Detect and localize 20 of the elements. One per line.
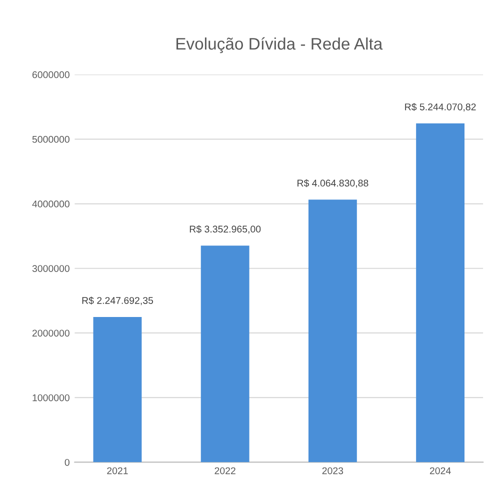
bar <box>308 200 357 462</box>
bar <box>93 316 142 462</box>
bar <box>416 123 464 462</box>
y-tick-label: 4000000 <box>32 200 70 208</box>
y-tick-label: 3000000 <box>32 265 70 272</box>
chart-title: Evolução Dívida - Rede Alta <box>176 37 383 54</box>
x-tick-label: 2022 <box>214 467 236 474</box>
y-tick-label: 2000000 <box>32 330 70 337</box>
y-tick-label: 6000000 <box>32 71 70 78</box>
y-tick-label: 0 <box>64 458 70 466</box>
bar <box>200 246 250 462</box>
data-label: R$ 3.352.965,00 <box>190 225 261 234</box>
x-tick-label: 2024 <box>430 467 451 474</box>
data-label: R$ 4.064.830,88 <box>298 179 368 188</box>
y-tick-label: 5000000 <box>32 136 70 143</box>
data-label: R$ 2.247.692,35 <box>82 296 154 306</box>
data-label: R$ 5.244.070,82 <box>405 103 476 112</box>
x-tick-label: 2023 <box>322 467 344 474</box>
y-tick-label: 1000000 <box>32 394 70 402</box>
x-tick-label: 2021 <box>107 467 128 474</box>
